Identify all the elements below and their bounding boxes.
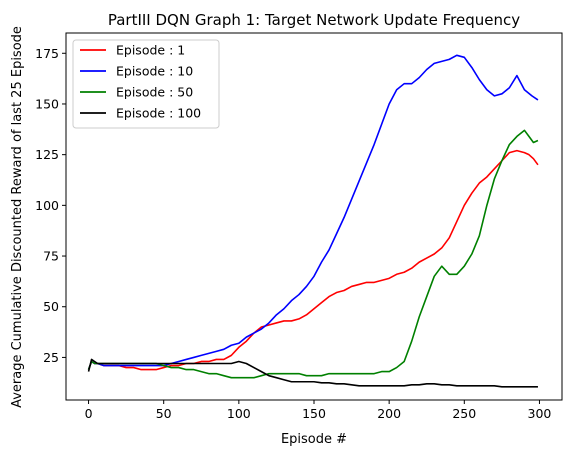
legend: Episode : 1 Episode : 10 Episode : 50 Episo… — [72, 39, 220, 129]
x-axis-ticks: 0 50 100 150 200 250 300 — [85, 400, 552, 421]
series-line-1 — [87, 149, 539, 371]
y-tick-label: 25 — [43, 350, 59, 365]
x-tick-label: 100 — [227, 406, 251, 421]
y-axis-ticks: 25 50 75 100 125 150 175 — [35, 46, 66, 365]
legend-label-3: Episode : 50 — [116, 85, 193, 100]
y-tick-label: 100 — [35, 198, 59, 213]
x-tick-label: 250 — [452, 406, 476, 421]
legend-box — [72, 39, 220, 129]
y-tick-label: 125 — [35, 147, 59, 162]
x-tick-label: 200 — [377, 406, 401, 421]
y-tick-label: 175 — [35, 46, 59, 61]
x-tick-label: 0 — [85, 406, 93, 421]
x-tick-label: 50 — [156, 406, 172, 421]
chart-title: PartIII DQN Graph 1: Target Network Upda… — [108, 11, 520, 29]
y-tick-label: 75 — [43, 249, 59, 264]
x-tick-label: 300 — [528, 406, 552, 421]
y-tick-label: 50 — [43, 299, 59, 314]
y-axis-title: Average Cumulative Discounted Reward of … — [10, 26, 25, 408]
series-line-4 — [87, 358, 538, 388]
y-tick-label: 150 — [35, 96, 59, 111]
legend-label-1: Episode : 1 — [116, 43, 185, 58]
series-layer — [87, 54, 539, 388]
x-axis-title: Episode # — [281, 432, 347, 447]
series-line-2 — [87, 54, 539, 370]
legend-label-4: Episode : 100 — [116, 106, 201, 121]
x-tick-label: 150 — [302, 406, 326, 421]
legend-label-2: Episode : 10 — [116, 64, 193, 79]
